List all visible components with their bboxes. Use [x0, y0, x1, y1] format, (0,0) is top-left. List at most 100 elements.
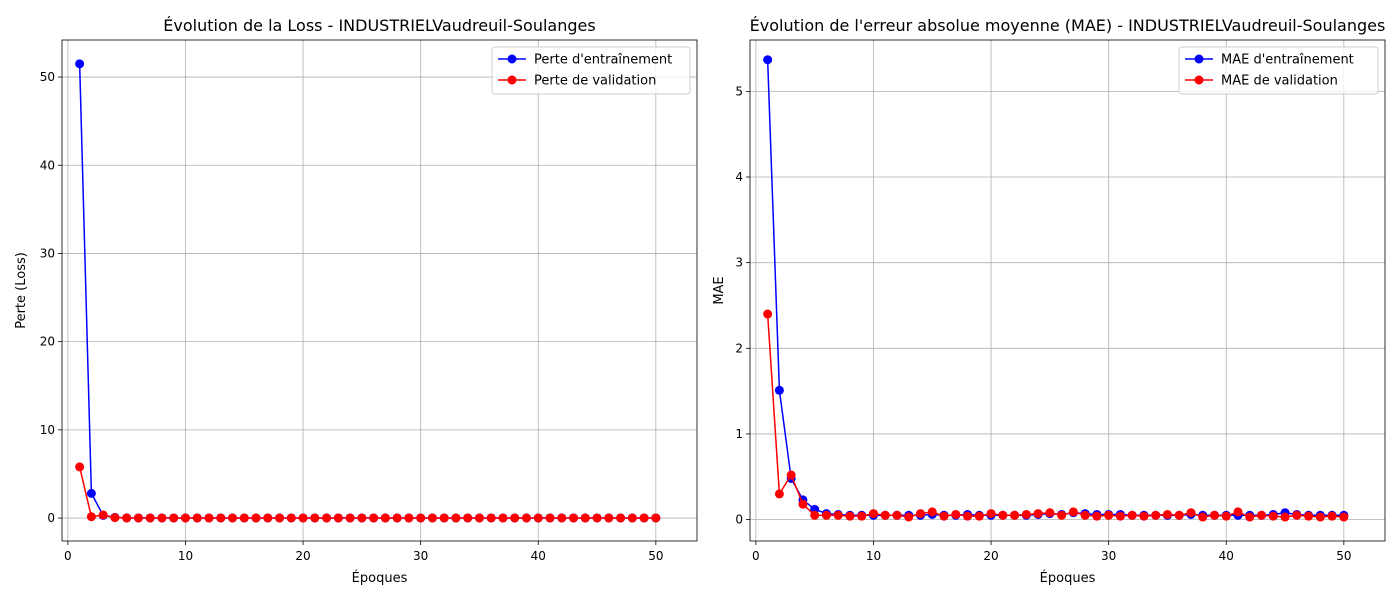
legend-label: MAE d'entraînement	[1221, 53, 1354, 68]
data-point	[939, 511, 949, 521]
y-tick-label: 0	[735, 513, 743, 527]
data-point	[868, 509, 878, 519]
data-point	[169, 513, 179, 523]
data-point	[1198, 512, 1208, 522]
data-point	[322, 513, 332, 523]
data-point	[474, 513, 484, 523]
data-point	[833, 510, 843, 520]
data-point	[627, 513, 637, 523]
data-point	[545, 513, 555, 523]
y-tick-label: 40	[40, 158, 55, 172]
data-point	[239, 513, 249, 523]
data-point	[1139, 511, 1149, 521]
data-point	[404, 513, 414, 523]
chart-2: 0 10 20 30 40 50 0 1 2 3 4 5 Évolution de l'erreur a…	[712, 16, 1386, 586]
data-point	[416, 513, 426, 523]
data-point	[1174, 510, 1184, 520]
data-point	[1233, 507, 1243, 517]
y-tick-label: 30	[40, 246, 55, 260]
data-point	[798, 499, 808, 509]
data-point	[1304, 511, 1314, 521]
data-point	[133, 513, 143, 523]
data-point	[369, 513, 379, 523]
chart-title: Évolution de l'erreur absolue moyenne (M…	[750, 16, 1386, 35]
data-point	[298, 513, 308, 523]
data-point	[1021, 509, 1031, 519]
data-point	[1268, 511, 1278, 521]
data-point	[122, 513, 132, 523]
y-tick-label: 50	[40, 70, 55, 84]
data-point	[1209, 510, 1219, 520]
x-tick-label: 10	[866, 549, 881, 563]
data-point	[1292, 510, 1302, 520]
data-point	[204, 513, 214, 523]
data-point	[1033, 509, 1043, 519]
data-point	[380, 513, 390, 523]
data-point	[157, 513, 167, 523]
series-line	[766, 59, 1344, 517]
data-point	[763, 309, 773, 319]
data-point	[1045, 508, 1055, 518]
data-point	[1315, 512, 1325, 522]
data-point	[569, 513, 579, 523]
data-point	[75, 462, 85, 472]
x-tick-label: 10	[178, 549, 193, 563]
data-point	[904, 512, 914, 522]
data-point	[1115, 511, 1125, 521]
y-tick-label: 4	[735, 170, 743, 184]
x-tick-label: 0	[752, 549, 760, 563]
data-point	[1080, 510, 1090, 520]
data-point	[1257, 510, 1267, 520]
data-point	[427, 513, 437, 523]
x-tick-label: 30	[1101, 549, 1116, 563]
y-tick-label: 20	[40, 335, 55, 349]
data-point	[521, 513, 531, 523]
data-point	[192, 513, 202, 523]
x-tick-label: 20	[295, 549, 310, 563]
data-point	[357, 513, 367, 523]
data-point	[927, 507, 937, 517]
data-point	[1151, 510, 1161, 520]
axes-frame	[749, 39, 1386, 542]
data-point	[604, 513, 614, 523]
y-tick-label: 10	[40, 423, 55, 437]
data-point	[1092, 511, 1102, 521]
data-point	[616, 513, 626, 523]
x-axis-label: Époques	[1040, 570, 1096, 586]
chart-1: 0 10 20 30 40 50 0 10 20 30 40 50 Évolution de la Lo…	[14, 16, 698, 586]
x-tick-label: 30	[413, 549, 428, 563]
data-point	[1057, 510, 1067, 520]
legend-frame	[1178, 46, 1379, 95]
y-tick-label: 0	[47, 511, 55, 525]
data-point	[310, 513, 320, 523]
data-point	[333, 513, 343, 523]
data-point	[963, 511, 973, 521]
data-point	[1068, 507, 1078, 517]
series-2	[763, 309, 1349, 522]
data-point	[892, 510, 902, 520]
data-point	[498, 513, 508, 523]
legend-marker	[1194, 75, 1204, 85]
data-point	[774, 489, 784, 499]
data-point	[1104, 510, 1114, 520]
series-line	[78, 63, 656, 519]
data-point	[228, 513, 238, 523]
chart-title: Évolution de la Loss - INDUSTRIELVaudreu…	[163, 16, 595, 35]
data-point	[145, 513, 155, 523]
x-axis-label: Époques	[352, 570, 408, 586]
data-point	[263, 513, 273, 523]
data-point	[998, 510, 1008, 520]
data-point	[810, 510, 820, 520]
data-point	[286, 513, 296, 523]
data-point	[1339, 512, 1349, 522]
data-point	[763, 55, 773, 65]
data-point	[986, 509, 996, 519]
x-tick-label: 40	[1219, 549, 1234, 563]
legend-marker	[1194, 54, 1204, 64]
y-axis-label: MAE	[712, 276, 727, 304]
x-tick-label: 50	[1336, 549, 1351, 563]
data-point	[880, 510, 890, 520]
data-point	[651, 513, 661, 523]
legend-marker	[507, 75, 517, 85]
data-point	[1245, 512, 1255, 522]
